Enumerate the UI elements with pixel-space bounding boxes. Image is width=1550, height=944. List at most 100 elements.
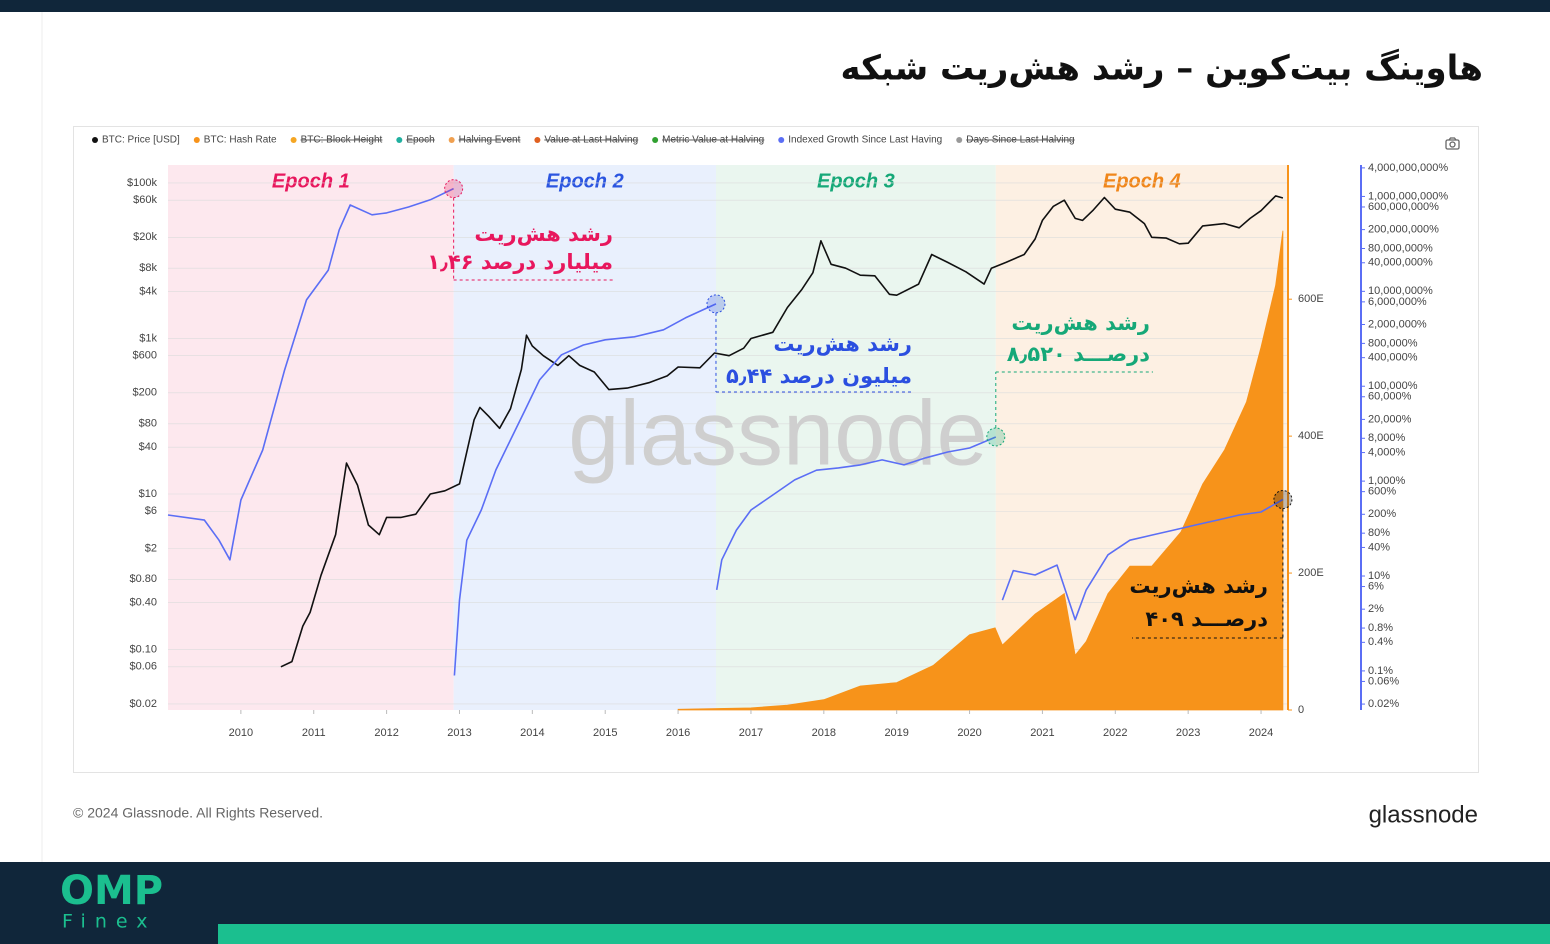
y-tick-label: $0.10 (129, 643, 157, 655)
epoch-label: Epoch 1 (272, 170, 350, 192)
epoch-label: Epoch 4 (1103, 170, 1181, 192)
legend-label: BTC: Price [USD] (102, 135, 180, 146)
copyright: © 2024 Glassnode. All Rights Reserved. (73, 805, 323, 821)
y-tick-label: $2 (145, 542, 157, 554)
y3-tick-label: 8,000% (1368, 432, 1406, 444)
top-bar (0, 0, 1550, 12)
y3-tick-label: 6% (1368, 580, 1384, 592)
annotation-text: رشد هش‌ریت (773, 332, 912, 356)
y-tick-label: $80 (139, 418, 157, 430)
halving-marker (1273, 490, 1293, 510)
y3-tick-label: 10% (1368, 570, 1390, 582)
annotation-text: ۸٫۵۲۰ درصـــد (1007, 342, 1150, 366)
y3-tick-label: 1,000% (1368, 475, 1406, 487)
legend-dot (448, 137, 455, 143)
y3-tick-label: 2% (1368, 603, 1384, 615)
y3-tick-label: 400,000% (1368, 352, 1418, 364)
y3-tick-label: 100,000% (1368, 380, 1418, 392)
x-tick-label: 2023 (1176, 727, 1200, 739)
y3-tick-label: 200,000,000% (1368, 224, 1439, 236)
x-tick-label: 2019 (884, 727, 908, 739)
y-tick-label: $60k (133, 194, 157, 206)
y2-tick-label: 200E (1298, 567, 1324, 579)
y-tick-label: $100k (127, 177, 157, 189)
x-tick-label: 2017 (739, 727, 763, 739)
y-tick-label: $8k (139, 262, 157, 274)
epoch-band (453, 165, 716, 710)
y3-tick-label: 80,000,000% (1368, 242, 1433, 254)
x-tick-label: 2024 (1249, 727, 1273, 739)
y-tick-label: $20k (133, 231, 157, 243)
series-line (167, 187, 1284, 676)
y3-tick-label: 20,000% (1368, 413, 1412, 425)
y3-tick-label: 40% (1368, 541, 1390, 553)
y3-tick-label: 0.8% (1368, 622, 1393, 634)
y3-tick-label: 80% (1368, 527, 1390, 539)
legend-dot (778, 137, 785, 143)
x-tick-label: 2012 (374, 727, 398, 739)
annotation-text: رشد هش‌ریت (474, 222, 613, 246)
annotation-text: رشد هش‌ریت (1129, 574, 1268, 598)
y3-tick-label: 0.4% (1368, 636, 1393, 648)
legend-dot (290, 137, 297, 143)
y3-tick-label: 40,000,000% (1368, 257, 1433, 269)
y3-tick-label: 200% (1368, 508, 1396, 520)
x-tick-label: 2021 (1030, 727, 1054, 739)
y3-tick-label: 6,000,000% (1368, 296, 1427, 308)
y3-tick-label: 60,000% (1368, 391, 1412, 403)
annotation-text: ۱٫۴۶ میلیارد درصد (427, 250, 613, 274)
y3-tick-label: 4,000,000,000% (1368, 162, 1448, 174)
y3-tick-label: 0.06% (1368, 675, 1399, 687)
epoch-band (715, 165, 996, 710)
legend-dot (92, 137, 98, 143)
x-tick-label: 2011 (302, 727, 326, 739)
legend-dot (534, 137, 541, 143)
epoch-label: Epoch 2 (546, 170, 624, 192)
y2-tick-label: 600E (1298, 293, 1324, 305)
x-tick-label: 2010 (229, 727, 253, 739)
logo-bottom: Finex (62, 911, 156, 933)
y-tick-label: $0.40 (129, 597, 157, 609)
y3-tick-label: 0.02% (1368, 698, 1399, 710)
y-tick-label: $0.80 (129, 573, 157, 585)
y3-tick-label: 4,000% (1368, 446, 1406, 458)
y-tick-label: $0.06 (129, 661, 157, 673)
y2-tick-label: 0 (1298, 704, 1304, 716)
legend-label: BTC: Hash Rate (204, 135, 277, 146)
y3-tick-label: 2,000,000% (1368, 318, 1427, 330)
y-tick-label: $6 (145, 505, 157, 517)
series-line (280, 195, 1284, 668)
x-tick-label: 2020 (957, 727, 981, 739)
legend-dot (956, 137, 963, 143)
legend-label: Indexed Growth Since Last Having (788, 135, 942, 146)
x-tick-label: 2014 (520, 727, 544, 739)
camera-icon[interactable] (1445, 137, 1460, 150)
logo-top: OMP (60, 868, 163, 914)
x-tick-label: 2016 (666, 727, 690, 739)
halving-marker (986, 427, 1006, 447)
annotation-text: رشد هش‌ریت (1011, 311, 1150, 335)
y3-tick-label: 800,000% (1368, 337, 1418, 349)
bottom-accent (218, 924, 1550, 944)
epoch-label: Epoch 3 (817, 170, 895, 192)
y-tick-label: $4k (139, 286, 157, 298)
page-title: هاوینگ بیت‌کوین – رشد هش‌ریت شبکه (840, 49, 1483, 89)
y-tick-label: $40 (139, 441, 157, 453)
y2-tick-label: 400E (1298, 430, 1324, 442)
epoch-band (168, 165, 454, 710)
halving-marker (706, 294, 726, 314)
y-tick-label: $0.02 (129, 698, 157, 710)
y3-tick-label: 10,000,000% (1368, 285, 1433, 297)
annotation-text: ۵٫۴۴ میلیون درصد (726, 364, 912, 388)
y-tick-label: $10 (139, 488, 157, 500)
annotation-text: ۴۰۹ درصـــد (1145, 607, 1268, 631)
y3-tick-label: 0.1% (1368, 665, 1393, 677)
legend-dot (652, 137, 659, 143)
series-area (677, 230, 1284, 711)
x-tick-label: 2013 (447, 727, 471, 739)
legend-dot (396, 137, 403, 143)
x-tick-label: 2022 (1103, 727, 1127, 739)
y3-tick-label: 600% (1368, 486, 1396, 498)
legend-dot (193, 137, 200, 143)
